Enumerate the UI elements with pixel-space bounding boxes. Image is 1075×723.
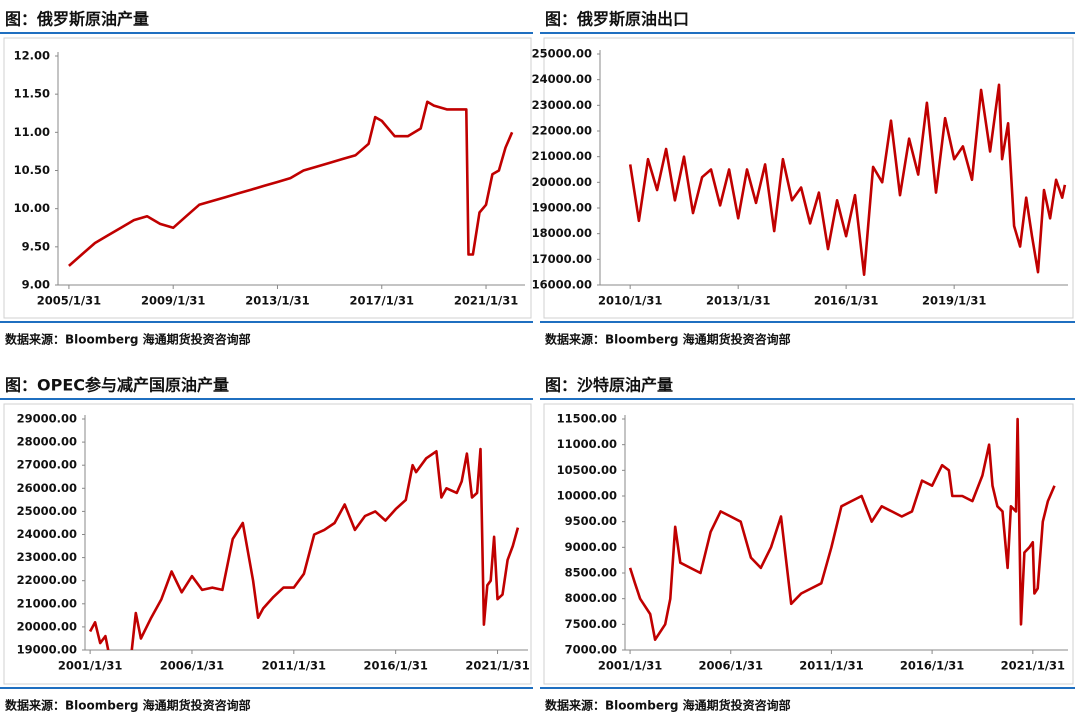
y-tick-label: 22000.00 bbox=[17, 573, 77, 587]
y-tick-label: 21000.00 bbox=[17, 596, 77, 610]
x-tick-label: 2001/1/31 bbox=[58, 659, 122, 673]
y-tick-label: 7000.00 bbox=[565, 643, 617, 657]
y-tick-label: 10000.00 bbox=[557, 489, 617, 503]
data-line bbox=[628, 83, 1067, 276]
x-tick-label: 2016/1/31 bbox=[363, 659, 427, 673]
y-tick-label: 11.00 bbox=[14, 125, 50, 139]
y-tick-label: 19000.00 bbox=[17, 643, 77, 657]
y-tick-label: 24000.00 bbox=[532, 72, 592, 86]
chart-title: 图：沙特原油产量 bbox=[545, 376, 673, 395]
source-note: 数据来源：Bloomberg 海通期货投资咨询部 bbox=[5, 332, 251, 347]
y-tick-label: 8000.00 bbox=[565, 591, 617, 605]
x-tick-label: 2006/1/31 bbox=[699, 659, 763, 673]
y-tick-label: 9.00 bbox=[22, 278, 50, 292]
x-tick-label: 2021/1/31 bbox=[1001, 659, 1065, 673]
y-tick-label: 16000.00 bbox=[532, 278, 592, 292]
y-tick-label: 27000.00 bbox=[17, 458, 77, 472]
footer-rule bbox=[0, 687, 533, 689]
y-tick-label: 9500.00 bbox=[565, 514, 617, 528]
x-tick-label: 2010/1/31 bbox=[598, 294, 662, 308]
title-rule bbox=[540, 398, 1075, 400]
x-tick-label: 2021/1/31 bbox=[454, 294, 518, 308]
footer-rule bbox=[0, 321, 533, 323]
y-tick-label: 8500.00 bbox=[565, 566, 617, 580]
title-rule bbox=[540, 32, 1075, 34]
x-tick-label: 2001/1/31 bbox=[598, 659, 662, 673]
plot-frame bbox=[543, 37, 1074, 319]
x-tick-label: 2017/1/31 bbox=[350, 294, 414, 308]
y-tick-label: 29000.00 bbox=[17, 412, 77, 426]
y-tick-label: 11000.00 bbox=[557, 437, 617, 451]
x-tick-label: 2021/1/31 bbox=[465, 659, 529, 673]
y-tick-label: 25000.00 bbox=[17, 504, 77, 518]
y-tick-label: 19000.00 bbox=[532, 201, 592, 215]
y-tick-label: 25000.00 bbox=[532, 47, 592, 61]
y-tick-label: 18000.00 bbox=[532, 226, 592, 240]
x-tick-label: 2011/1/31 bbox=[799, 659, 863, 673]
y-tick-label: 11.50 bbox=[14, 87, 50, 101]
x-tick-label: 2013/1/31 bbox=[245, 294, 309, 308]
y-tick-label: 26000.00 bbox=[17, 481, 77, 495]
y-tick-label: 23000.00 bbox=[17, 550, 77, 564]
chart-title: 图：俄罗斯原油产量 bbox=[5, 10, 149, 29]
title-rule bbox=[0, 398, 533, 400]
data-line bbox=[68, 100, 514, 267]
y-tick-label: 10.00 bbox=[14, 201, 50, 215]
chart-title: 图：俄罗斯原油出口 bbox=[545, 10, 689, 29]
footer-rule bbox=[540, 321, 1075, 323]
x-tick-label: 2011/1/31 bbox=[262, 659, 326, 673]
plot-frame bbox=[3, 403, 532, 685]
plot-frame bbox=[3, 37, 532, 319]
source-note: 数据来源：Bloomberg 海通期货投资咨询部 bbox=[5, 698, 251, 713]
y-tick-label: 21000.00 bbox=[532, 149, 592, 163]
x-tick-label: 2016/1/31 bbox=[900, 659, 964, 673]
y-tick-label: 7500.00 bbox=[565, 617, 617, 631]
x-tick-label: 2013/1/31 bbox=[706, 294, 770, 308]
y-tick-label: 17000.00 bbox=[532, 252, 592, 266]
y-tick-label: 23000.00 bbox=[532, 98, 592, 112]
y-tick-label: 9000.00 bbox=[565, 540, 617, 554]
x-tick-label: 2005/1/31 bbox=[37, 294, 101, 308]
chart-title: 图：OPEC参与减产国原油产量 bbox=[5, 376, 229, 395]
y-tick-label: 28000.00 bbox=[17, 435, 77, 449]
source-note: 数据来源：Bloomberg 海通期货投资咨询部 bbox=[545, 698, 791, 713]
x-tick-label: 2019/1/31 bbox=[922, 294, 986, 308]
y-tick-label: 10500.00 bbox=[557, 463, 617, 477]
y-tick-label: 20000.00 bbox=[532, 175, 592, 189]
title-rule bbox=[0, 32, 533, 34]
y-tick-label: 9.50 bbox=[22, 239, 50, 253]
plot-frame bbox=[543, 403, 1074, 685]
data-line bbox=[628, 417, 1056, 641]
y-tick-label: 22000.00 bbox=[532, 124, 592, 138]
y-tick-label: 12.00 bbox=[14, 49, 50, 63]
y-tick-label: 24000.00 bbox=[17, 527, 77, 541]
y-tick-label: 11500.00 bbox=[557, 412, 617, 426]
data-line bbox=[88, 447, 520, 650]
x-tick-label: 2009/1/31 bbox=[141, 294, 205, 308]
source-note: 数据来源：Bloomberg 海通期货投资咨询部 bbox=[545, 332, 791, 347]
y-tick-label: 20000.00 bbox=[17, 619, 77, 633]
footer-rule bbox=[540, 687, 1075, 689]
x-tick-label: 2006/1/31 bbox=[160, 659, 224, 673]
y-tick-label: 10.50 bbox=[14, 163, 50, 177]
x-tick-label: 2016/1/31 bbox=[814, 294, 878, 308]
